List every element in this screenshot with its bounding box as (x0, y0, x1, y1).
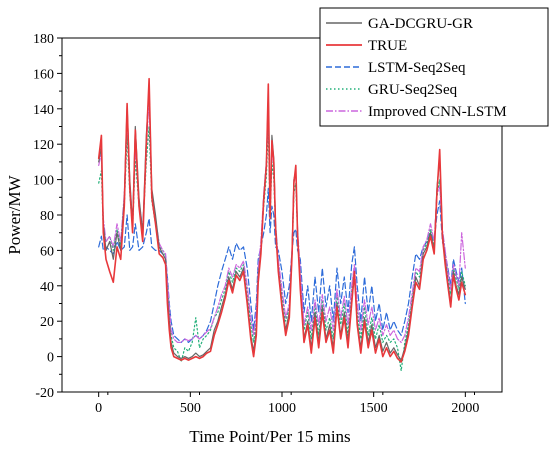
legend-label: GRU-Seq2Seq (368, 82, 458, 98)
x-axis: 0 500 1000 1500 2000 (95, 392, 479, 416)
y-tick-label: -20 (35, 386, 54, 401)
legend-label: GA-DCGRU-GR (368, 16, 473, 32)
x-axis-label: Time Point/Per 15 mins (189, 427, 350, 446)
y-tick-label: 160 (33, 67, 54, 82)
y-tick-label: 100 (33, 174, 54, 189)
x-tick-label: 1000 (268, 401, 296, 416)
y-tick-label: 0 (47, 351, 54, 366)
series-group (97, 77, 467, 372)
y-axis: -20 0 20 40 60 80 100 120 140 160 180 (33, 32, 62, 401)
y-axis-label: Power/MW (5, 174, 24, 254)
y-tick-label: 120 (33, 138, 54, 153)
legend-label: LSTM-Seq2Seq (368, 60, 466, 76)
x-tick-label: 500 (180, 401, 201, 416)
y-tick-label: 40 (40, 280, 54, 295)
y-tick-label: 140 (33, 103, 54, 118)
y-tick-label: 60 (40, 244, 54, 259)
x-tick-label: 2000 (451, 401, 479, 416)
legend-label: TRUE (368, 38, 407, 54)
x-tick-label: 1500 (360, 401, 388, 416)
y-tick-label: 80 (40, 209, 54, 224)
series-line-true (97, 77, 467, 363)
legend: GA-DCGRU-GR TRUE LSTM-Seq2Seq GRU-Seq2Seq Im… (319, 7, 549, 127)
y-tick-label: 20 (40, 315, 54, 330)
legend-label: Improved CNN-LSTM (368, 104, 507, 120)
y-tick-label: 180 (33, 32, 54, 47)
x-tick-label: 0 (95, 401, 102, 416)
